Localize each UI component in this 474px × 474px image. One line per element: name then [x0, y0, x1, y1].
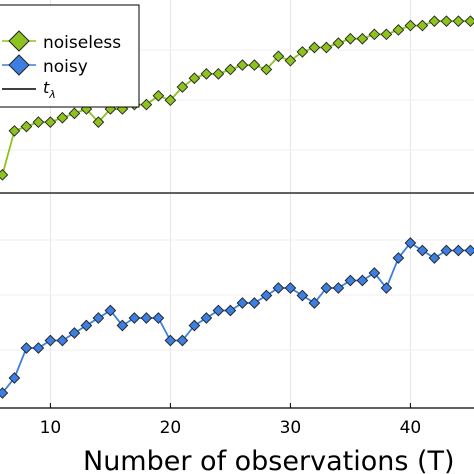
point-noiseless-23 — [200, 68, 213, 80]
legend-lambda-subscript: λ — [48, 88, 56, 101]
point-noisy-40 — [404, 237, 417, 249]
point-noisy-39 — [392, 252, 405, 264]
point-noisy-24 — [212, 304, 225, 317]
legend-noisy-marker — [8, 54, 30, 76]
legend-t-symbol: t — [43, 78, 50, 97]
point-noiseless-26 — [236, 59, 249, 71]
point-noiseless-41 — [416, 19, 429, 32]
x-tick-label-40: 40 — [400, 418, 422, 438]
point-noisy-35 — [344, 274, 357, 287]
legend: noiseless noisy tλ — [0, 4, 140, 108]
point-noisy-22 — [188, 319, 201, 332]
x-ticks: 10 20 30 40 — [40, 403, 422, 438]
point-noiseless-45 — [464, 15, 474, 28]
point-noiseless-28 — [260, 63, 273, 76]
point-noiseless-10 — [44, 116, 57, 128]
x-axis-label: Number of observations (T) — [83, 446, 455, 474]
point-noisy-25 — [224, 304, 237, 317]
point-noisy-9 — [32, 342, 45, 354]
point-noiseless-44 — [452, 15, 465, 28]
legend-entry-noisy: noisy — [2, 54, 88, 77]
point-noiseless-22 — [188, 72, 201, 85]
point-noiseless-34 — [332, 37, 345, 49]
point-noiseless-11 — [56, 111, 69, 124]
point-noiseless-36 — [356, 32, 369, 45]
point-noisy-29 — [272, 282, 285, 294]
series-line-noiseless — [1, 20, 471, 176]
legend-t-lambda-label: tλ — [43, 78, 56, 101]
point-noiseless-33 — [320, 41, 333, 54]
point-noisy-23 — [200, 312, 213, 324]
point-noiseless-25 — [224, 63, 237, 76]
point-noiseless-39 — [392, 24, 405, 36]
point-noisy-43 — [440, 244, 453, 257]
point-noisy-11 — [56, 334, 69, 347]
point-noiseless-30 — [284, 54, 297, 67]
legend-entry-noiseless: noiseless — [2, 30, 121, 53]
point-noisy-41 — [416, 244, 429, 257]
point-noisy-8 — [20, 342, 33, 354]
point-noiseless-21 — [176, 81, 189, 93]
legend-box — [0, 4, 140, 108]
point-noisy-6 — [0, 387, 9, 399]
point-noiseless-37 — [368, 28, 381, 41]
bottom-panel-grid — [0, 194, 474, 407]
point-noisy-30 — [284, 282, 297, 294]
point-noisy-33 — [320, 282, 333, 294]
point-noiseless-43 — [440, 15, 453, 28]
point-noiseless-12 — [68, 107, 81, 120]
point-noiseless-6 — [0, 168, 9, 181]
x-tick-label-10: 10 — [40, 418, 62, 438]
x-tick-label-20: 20 — [160, 418, 182, 438]
legend-noiseless-label: noiseless — [43, 33, 121, 53]
point-noisy-36 — [356, 274, 369, 287]
point-noisy-34 — [332, 282, 345, 294]
point-noiseless-14 — [92, 116, 105, 128]
legend-noiseless-marker — [8, 30, 30, 52]
point-noisy-12 — [68, 327, 81, 339]
legend-noisy-label: noisy — [43, 57, 88, 77]
point-noiseless-19 — [152, 89, 165, 102]
point-noisy-44 — [452, 244, 465, 257]
point-noiseless-42 — [428, 15, 441, 28]
point-noiseless-29 — [272, 50, 285, 63]
series-line-noisy — [1, 241, 471, 394]
point-noiseless-27 — [248, 59, 261, 71]
point-noisy-18 — [140, 312, 153, 324]
point-noisy-10 — [44, 334, 57, 347]
point-noisy-15 — [104, 304, 117, 317]
point-noiseless-7 — [8, 125, 21, 137]
point-noisy-26 — [236, 297, 249, 309]
point-noisy-14 — [92, 312, 105, 324]
point-noisy-42 — [428, 252, 441, 264]
point-noiseless-31 — [296, 46, 309, 58]
x-tick-label-30: 30 — [280, 418, 302, 438]
point-noiseless-32 — [308, 41, 321, 54]
point-noisy-17 — [128, 312, 141, 324]
point-noisy-13 — [80, 319, 93, 332]
point-noiseless-40 — [404, 19, 417, 32]
point-noisy-37 — [368, 267, 381, 279]
point-noisy-45 — [464, 244, 474, 257]
point-noiseless-38 — [380, 28, 393, 41]
point-noisy-19 — [152, 312, 165, 324]
point-noisy-38 — [380, 282, 393, 294]
point-noisy-7 — [8, 372, 21, 384]
point-noisy-28 — [260, 289, 273, 302]
point-noiseless-18 — [140, 98, 153, 111]
point-noisy-16 — [116, 319, 129, 332]
point-noiseless-20 — [164, 94, 177, 107]
point-noiseless-9 — [32, 116, 45, 128]
point-noisy-32 — [308, 297, 321, 309]
point-noisy-21 — [176, 334, 189, 347]
legend-entry-t-lambda: tλ — [2, 78, 56, 101]
point-noisy-31 — [296, 289, 309, 302]
point-noisy-27 — [248, 297, 261, 309]
point-noiseless-8 — [20, 120, 33, 133]
point-noiseless-24 — [212, 68, 225, 80]
point-noiseless-35 — [344, 32, 357, 45]
point-noisy-20 — [164, 334, 177, 347]
